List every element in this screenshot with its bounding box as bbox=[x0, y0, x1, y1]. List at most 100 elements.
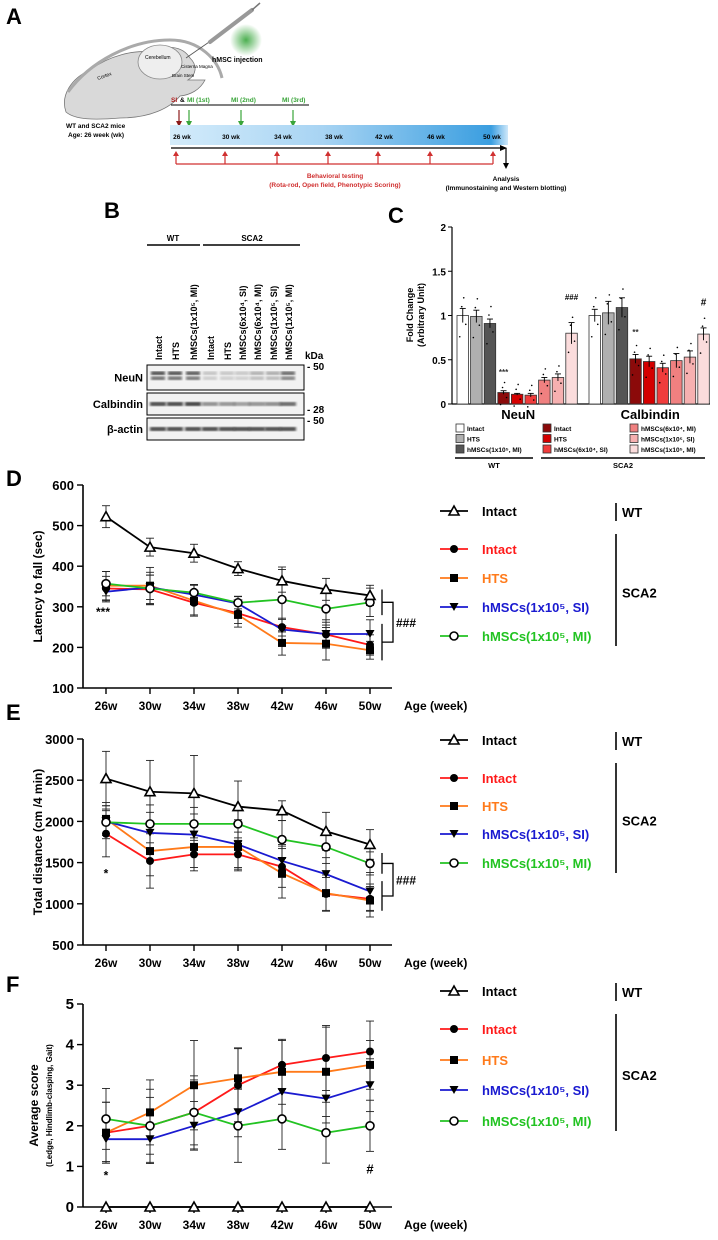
x-axis-label: Age (week) bbox=[404, 956, 467, 970]
legend-group-label: SCA2 bbox=[622, 586, 657, 601]
circle-open-marker bbox=[101, 1114, 111, 1124]
blot-band bbox=[249, 427, 265, 431]
legend-swatch bbox=[542, 434, 552, 443]
panel-e-open-field-chart: E 500 1000 1500 2000 2500 3000 26w 30w 34w 38w 42w… bbox=[6, 700, 657, 970]
square-marker bbox=[190, 596, 198, 605]
y-tick-label: 0 bbox=[66, 1199, 74, 1216]
blot-band bbox=[281, 376, 295, 380]
blot-band bbox=[168, 371, 182, 375]
blot-band bbox=[202, 402, 218, 406]
legend-label: hMSCs(1x10⁵, MI) bbox=[482, 1114, 591, 1129]
blot-band bbox=[203, 376, 217, 380]
data-point bbox=[569, 324, 572, 327]
lane-label: hMSCs(1x10⁵, MI) bbox=[189, 284, 199, 360]
y-axis-label: Total distance (cm /4 min) bbox=[31, 769, 45, 915]
y-tick-label: 3 bbox=[66, 1077, 74, 1094]
data-point bbox=[540, 392, 543, 395]
week-label: 26 wk bbox=[173, 134, 191, 141]
blot-band bbox=[186, 376, 200, 380]
up-arrow-icon bbox=[427, 151, 433, 156]
significance-mark: ### bbox=[396, 874, 416, 888]
circle-open-marker bbox=[277, 594, 287, 605]
legend-label: hMSCs(6x10⁴, SI) bbox=[554, 447, 608, 454]
x-tick-label: 42w bbox=[271, 699, 294, 713]
significance-mark: ### bbox=[396, 616, 416, 630]
data-point bbox=[503, 381, 506, 384]
square-marker bbox=[278, 869, 286, 878]
significance-mark: ### bbox=[565, 293, 579, 302]
behavioral-tests-label: (Rota-rod, Open field, Phenotypic Scorin… bbox=[269, 182, 400, 189]
y-tick-label: 500 bbox=[52, 938, 74, 953]
x-tick-label: 34w bbox=[183, 956, 206, 970]
data-point bbox=[664, 373, 667, 375]
data-point bbox=[526, 406, 529, 408]
lane-labels: Intact HTS hMSCs(1x10⁵, MI) Intact HTS hMSCs(… bbox=[154, 284, 294, 360]
legend-label: hMSCs(1x10⁵, MI) bbox=[482, 856, 591, 871]
square-marker bbox=[234, 610, 242, 619]
data-point bbox=[610, 321, 613, 323]
circle-marker bbox=[450, 1025, 458, 1033]
circle-open-marker bbox=[145, 1121, 155, 1131]
square-marker bbox=[450, 802, 458, 810]
x-tick-label: 42w bbox=[271, 956, 294, 970]
y-tick-label: 2 bbox=[440, 223, 446, 234]
data-point bbox=[631, 374, 634, 376]
circle-marker bbox=[146, 856, 154, 865]
panel-a-timeline: A Cerebellum Cisterna Magna Brain Stem C… bbox=[6, 2, 566, 192]
analysis-label: Analysis bbox=[493, 176, 520, 183]
data-point bbox=[660, 360, 663, 363]
circle-open-marker bbox=[101, 817, 111, 828]
bar bbox=[697, 333, 710, 405]
square-marker bbox=[322, 889, 330, 898]
mice-label: WT and SCA2 mice bbox=[66, 123, 126, 130]
bar bbox=[643, 361, 656, 405]
blot-band bbox=[234, 402, 250, 406]
blot-band bbox=[266, 376, 280, 380]
circle-marker bbox=[234, 1081, 242, 1090]
blot-band bbox=[186, 371, 200, 375]
marker-28: - 28 bbox=[307, 405, 325, 416]
legend-label: hMSCs(1x10⁵, SI) bbox=[641, 437, 695, 444]
data-point bbox=[519, 398, 521, 400]
circle-marker bbox=[322, 1053, 330, 1062]
data-point bbox=[596, 323, 599, 326]
lane-label: HTS bbox=[223, 342, 233, 360]
triangle-open-marker bbox=[143, 540, 157, 552]
y-tick-label: 1000 bbox=[45, 897, 74, 912]
data-point bbox=[476, 297, 479, 300]
circle-marker bbox=[450, 545, 458, 553]
blot-band bbox=[167, 402, 183, 406]
significance-mark: # bbox=[701, 297, 707, 308]
legend-label: HTS bbox=[467, 437, 481, 444]
blot-band bbox=[168, 376, 182, 380]
data-point bbox=[688, 349, 690, 352]
x-tick-label: 50w bbox=[359, 1218, 382, 1232]
blot-band bbox=[203, 371, 217, 375]
bar bbox=[483, 323, 497, 405]
data-point bbox=[590, 335, 593, 338]
circle-open-marker bbox=[277, 1114, 287, 1124]
significance-bracket bbox=[381, 589, 394, 661]
triangle-down-marker bbox=[145, 828, 155, 837]
triangle-open-marker bbox=[187, 786, 201, 799]
bar bbox=[629, 358, 642, 405]
data-point bbox=[676, 346, 679, 349]
triangle-open-marker bbox=[143, 1200, 157, 1212]
data-point bbox=[678, 366, 681, 369]
legend-label: Intact bbox=[482, 1022, 517, 1037]
legend-label: HTS bbox=[554, 437, 568, 444]
lane-label: Intact bbox=[154, 336, 164, 360]
triangle-open-marker bbox=[319, 824, 333, 837]
y-tick-label: 100 bbox=[52, 681, 74, 696]
y-tick-label: 2000 bbox=[45, 814, 74, 829]
panel-b-western-blot: B WT SCA2 Intact HTS hMSCs(1x10⁵, MI) Intac… bbox=[93, 198, 325, 441]
lane-label: hMSCs(6x10⁴, MI) bbox=[253, 284, 263, 360]
data-point bbox=[528, 389, 531, 392]
triangle-down-marker bbox=[449, 603, 459, 611]
legend-swatch bbox=[455, 434, 465, 443]
legend-label: Intact bbox=[467, 426, 485, 433]
triangle-down-marker bbox=[321, 630, 331, 639]
legend-group-label: WT bbox=[622, 734, 642, 749]
circle-marker bbox=[278, 1060, 286, 1069]
